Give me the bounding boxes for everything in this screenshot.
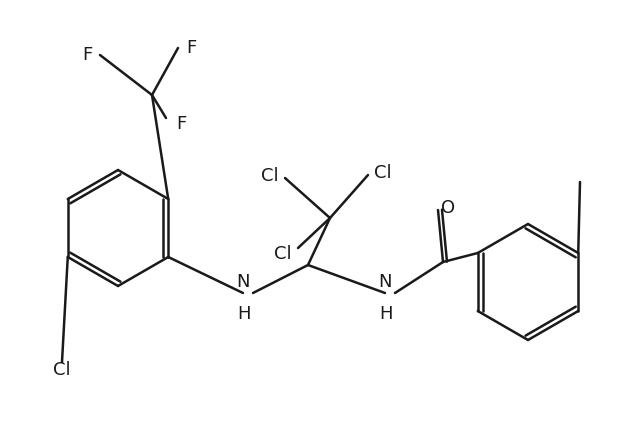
- Text: F: F: [82, 46, 92, 64]
- Text: Cl: Cl: [275, 245, 292, 263]
- Text: Cl: Cl: [261, 167, 279, 185]
- Text: Cl: Cl: [374, 164, 392, 182]
- Text: F: F: [186, 39, 196, 57]
- Text: H: H: [237, 305, 251, 323]
- Text: N: N: [378, 273, 392, 291]
- Text: F: F: [176, 115, 186, 133]
- Text: N: N: [236, 273, 250, 291]
- Text: O: O: [441, 199, 455, 217]
- Text: H: H: [380, 305, 393, 323]
- Text: Cl: Cl: [53, 361, 71, 379]
